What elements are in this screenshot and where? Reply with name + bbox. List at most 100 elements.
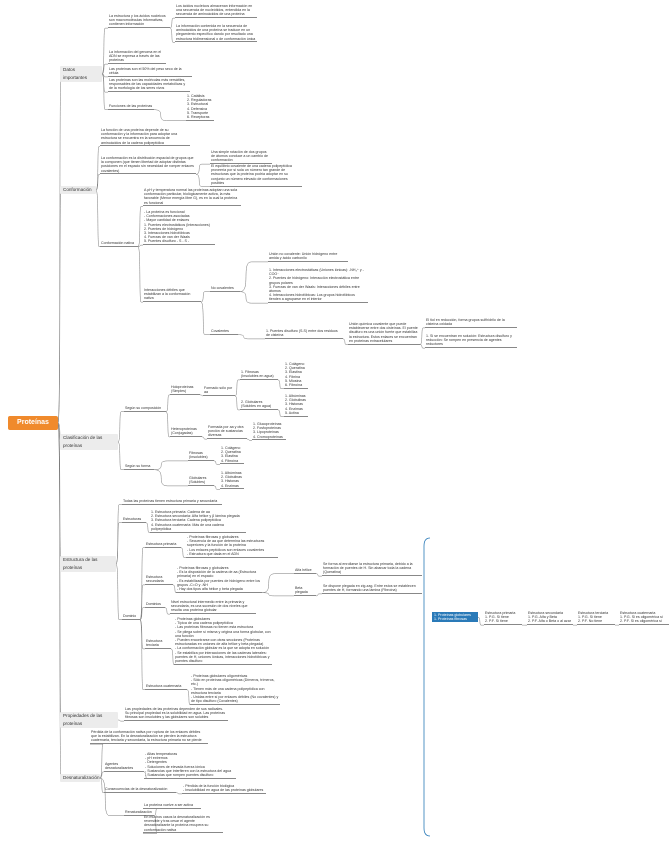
list-item: 1. Glucoproteínas xyxy=(253,422,282,426)
connector xyxy=(115,522,122,565)
connector xyxy=(165,411,170,438)
branch: Propiedades de las proteínas xyxy=(60,712,118,728)
list-item: Estructura secundaria xyxy=(528,611,563,615)
connector xyxy=(261,573,294,593)
connector xyxy=(137,206,143,247)
mind-map-node: 1. Glucoproteínas 2. Fosfoproteínas 3. Lip… xyxy=(252,422,286,441)
mind-map-node: Estructura cuaternaria xyxy=(145,684,187,690)
list-item: 1. Colágeno xyxy=(221,446,241,450)
connector xyxy=(57,422,62,779)
list-item: 2. Queratina xyxy=(285,366,305,371)
mind-map-node: - Proteínas fibrosas y globulares - Es la… xyxy=(176,566,262,593)
connector xyxy=(213,485,220,490)
list-item: Estructura cuaternaria xyxy=(620,611,656,615)
mind-map-node: La información contenida en la secuencia… xyxy=(175,24,257,43)
list-item: - Mayor cantidad de enlaces xyxy=(144,218,190,223)
mind-map-node: 1. Puentes disulfuro (S-S) entre dos res… xyxy=(265,329,343,339)
mind-map-node: - Altas temperaturas - pH extremos - Deter… xyxy=(144,752,236,779)
mind-map-node: Estructura primaria xyxy=(145,542,181,548)
list-item: 1. P.G. Si es oligomérica si xyxy=(620,615,663,620)
connector xyxy=(145,522,150,533)
connector xyxy=(95,146,100,191)
mind-map-node: Funciones de las proteínas xyxy=(108,104,154,110)
connector xyxy=(153,469,188,487)
connector xyxy=(175,792,182,795)
list-item: 5. Actina xyxy=(285,410,299,415)
list-item: 2. Fosfoproteínas xyxy=(253,426,281,431)
mind-map-node: 1. Proteínas globulares 1. Proteínas fibr… xyxy=(432,612,478,623)
list-item: 2. P.F. Si es oligomérica si xyxy=(620,619,662,624)
mind-map-node: A pH y temperatura normal las proteínas … xyxy=(143,188,241,207)
mind-map-node: Heteroproteínas (Conjugadas) xyxy=(170,427,202,437)
list-item: - Secuencia de aa que determina las estr… xyxy=(187,539,265,548)
mind-map-node: Según su forma xyxy=(124,464,154,470)
mind-map-node: 1. Interacciones electrostáticas (Unione… xyxy=(268,268,368,304)
list-item: - Proteínas fibrosas y globulares xyxy=(187,535,239,539)
list-item: - Es la disposición de la cadena de aa (… xyxy=(177,570,257,579)
connector xyxy=(239,291,268,304)
root-node: Proteínas xyxy=(8,416,58,430)
list-item: - Se pliega sobre sí misma y origina una… xyxy=(175,629,271,638)
list-item: - Sustancias que interfieren con la estr… xyxy=(145,768,232,773)
mind-map-node: - Proteínas globulares - Típica de una ca… xyxy=(174,617,272,665)
list-item: 4. Defensiva xyxy=(187,106,207,111)
connector xyxy=(153,109,186,121)
mind-map-node: Se dispone plegada en zig-zag. Entre est… xyxy=(322,584,422,594)
list-item: 1. Proteínas globulares xyxy=(434,613,471,617)
list-item: - Sólo en proteínas oligoméricas (Dímero… xyxy=(191,678,275,687)
connector xyxy=(277,409,284,417)
list-item: 1. Estructura primaria: Cadena de aa xyxy=(151,510,210,514)
list-item: - Proteínas fibrosas y globulares xyxy=(177,566,229,570)
connector xyxy=(117,719,124,722)
list-item: 3. Estructural xyxy=(187,102,209,107)
mind-map-node: 1. Albúminas 2. Globulinas 3. Histonas 4. E… xyxy=(284,394,308,417)
mind-map-node: 2. Globulares (Solubles en agua) xyxy=(240,400,278,410)
mind-map-node: Unión no covalente: Unión hidrógeno entr… xyxy=(268,252,348,262)
connector xyxy=(234,379,240,397)
mind-map-node: Dominios xyxy=(145,602,165,608)
mind-map-node: Globulares (Solubles) xyxy=(188,476,214,486)
connector xyxy=(101,73,108,78)
mind-map-node: Beta plegada xyxy=(294,586,316,596)
list-item: 3. Histonas xyxy=(285,402,303,407)
connector xyxy=(261,592,294,597)
list-item: 1. Puentes electrostáticos (Interaccione… xyxy=(144,222,210,227)
connector xyxy=(117,441,124,470)
connector xyxy=(200,291,210,303)
mind-map-node: Estructura primaria 1. P.G. Sí tiene 2. P.… xyxy=(484,611,522,626)
list-item: - Sustancias que rompen puentes disulfur… xyxy=(145,773,214,778)
mind-map-node: En muchos casos la desnaturalización es … xyxy=(143,815,223,834)
mind-map-node: Estructura terciaria 1. P.G. Sí tiene 2. P… xyxy=(577,611,615,626)
list-item: 4. Enzimas xyxy=(221,483,239,488)
mind-map-node: El tiol en reducción, forma grupos sulfh… xyxy=(425,318,517,328)
mind-map-node: - Pérdida de la función biológica - Insol… xyxy=(182,784,266,794)
connector xyxy=(172,584,177,593)
branch: Conformación xyxy=(60,186,96,194)
list-item: - Altas temperaturas xyxy=(145,752,178,756)
list-item: 6. Receptoras xyxy=(187,115,210,120)
connector xyxy=(277,379,284,389)
connector xyxy=(419,344,425,349)
list-item: - Unidas entre sí por enlaces débiles (N… xyxy=(191,695,279,704)
list-item: - Se estabiliza por interacciones de las… xyxy=(175,650,270,664)
list-item: 2. Globulinas xyxy=(285,398,306,403)
list-item: 4. Enzimas xyxy=(285,406,303,411)
list-item: - Conformaciones asociadas xyxy=(144,214,190,219)
connector xyxy=(99,777,104,793)
connector xyxy=(201,436,207,440)
list-item: 4. Fuerzas de van der Waals xyxy=(144,235,190,240)
list-item: 4. Interacciones hidrofóbicas: Los grupo… xyxy=(269,293,355,302)
mind-map-node: 1. Colágeno 2. Queratina 3. Elastina 4. Fib… xyxy=(220,446,244,465)
list-item: 1. Catálisis xyxy=(187,94,205,98)
list-item: 3. Interacciones hidrofóbicas xyxy=(144,231,190,236)
mind-map-node: No covalentes xyxy=(210,286,240,292)
list-item: 1. Albúminas xyxy=(285,394,306,398)
list-item: - Los enlaces peptídicos son enlaces cov… xyxy=(187,547,265,552)
connector xyxy=(101,73,108,110)
list-item: 2. P.F. No tiene xyxy=(578,619,603,624)
list-item: 1. Interacciones electrostáticas (Unione… xyxy=(269,268,364,277)
mind-map-node: 1. Si se encuentran en solución: Estruct… xyxy=(425,334,517,349)
list-item: 1. Proteínas fibrosas xyxy=(434,617,467,622)
connector xyxy=(143,815,158,834)
